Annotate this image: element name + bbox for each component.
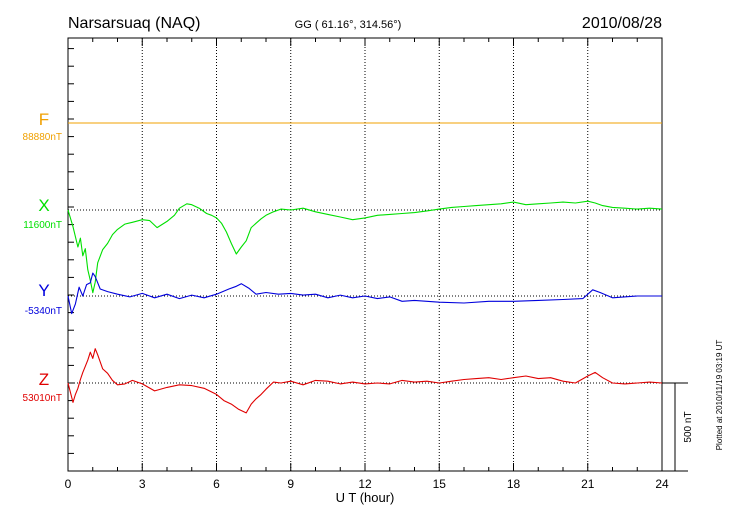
baseline-value-y: -5340nT bbox=[25, 306, 62, 317]
x-tick-label-21: 21 bbox=[581, 477, 595, 491]
x-tick-label-12: 12 bbox=[358, 477, 372, 491]
series-line-y bbox=[67, 272, 662, 315]
series-lines bbox=[67, 122, 663, 414]
series-line-z bbox=[67, 348, 663, 414]
series-label-y: Y bbox=[38, 281, 49, 300]
station-title: Narsarsuaq (NAQ) bbox=[68, 15, 200, 32]
scale-bar: 500 nT bbox=[662, 382, 694, 472]
x-tick-label-15: 15 bbox=[433, 477, 447, 491]
x-tick-label-3: 3 bbox=[139, 477, 146, 491]
series-label-x: X bbox=[38, 196, 49, 215]
station-coordinates: GG ( 61.16°, 314.56°) bbox=[295, 19, 402, 31]
x-tick-label-6: 6 bbox=[213, 477, 220, 491]
vertical-grid bbox=[141, 38, 589, 471]
x-axis-title: U T (hour) bbox=[336, 490, 395, 505]
series-line-x bbox=[67, 200, 663, 294]
observation-date: 2010/08/28 bbox=[582, 15, 662, 32]
baseline-value-f: 88880nT bbox=[23, 132, 62, 143]
x-tick-label-0: 0 bbox=[65, 477, 72, 491]
scale-bar-label: 500 nT bbox=[683, 411, 694, 442]
x-tick-label-9: 9 bbox=[287, 477, 294, 491]
plotted-timestamp: Plotted at 2010/11/19 03:19 UT bbox=[715, 340, 724, 451]
x-axis-ticks: 0 3 6 9 12 15 18 21 24 bbox=[65, 38, 669, 491]
series-label-z: Z bbox=[39, 370, 49, 389]
baseline-value-z: 53010nT bbox=[23, 393, 62, 404]
x-tick-label-18: 18 bbox=[507, 477, 521, 491]
y-minor-ticks bbox=[68, 48, 74, 472]
x-tick-label-24: 24 bbox=[655, 477, 669, 491]
baseline-value-x: 11600nT bbox=[23, 220, 62, 231]
series-label-f: F bbox=[39, 110, 49, 129]
